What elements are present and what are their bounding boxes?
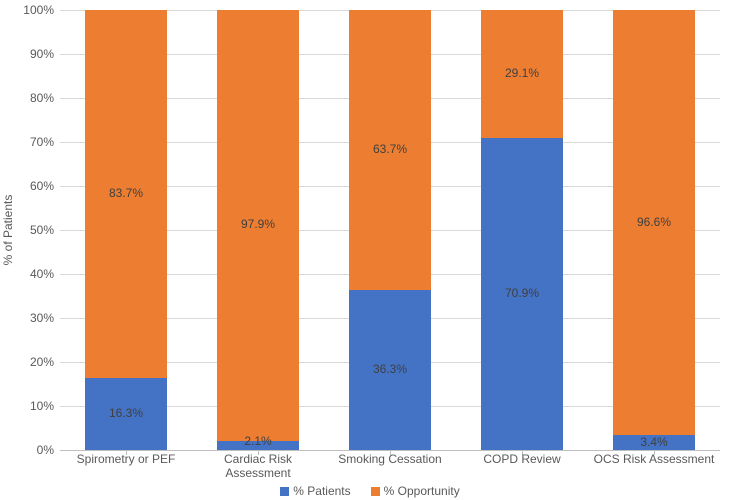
y-tick-label: 70% (14, 135, 54, 149)
bar-group: 70.9% 29.1% (481, 10, 563, 450)
bar-group: 36.3% 63.7% (349, 10, 431, 450)
legend-item: % Opportunity (371, 484, 460, 498)
y-tick-label: 0% (14, 443, 54, 457)
x-tick-label: Spirometry or PEF (60, 452, 192, 466)
legend-item: % Patients (280, 484, 350, 498)
plot-surface: 16.3% 83.7% 2.1% 97.9% 36.3% 63.7% 70.9% 29.1% 3… (60, 10, 720, 451)
y-tick-label: 80% (14, 91, 54, 105)
y-tick-label: 30% (14, 311, 54, 325)
y-tick-label: 50% (14, 223, 54, 237)
bar-value-label-opportunity: 29.1% (481, 66, 563, 80)
chart-plot-area: 16.3% 83.7% 2.1% 97.9% 36.3% 63.7% 70.9% 29.1% 3… (60, 10, 720, 450)
bar-value-label-patients: 70.9% (481, 286, 563, 300)
bar-value-label-opportunity: 63.7% (349, 142, 431, 156)
x-tick-label: OCS Risk Assessment (588, 452, 720, 466)
y-tick-label: 10% (14, 399, 54, 413)
bar-group: 2.1% 97.9% (217, 10, 299, 450)
legend-swatch (371, 487, 380, 496)
legend: % Patients % Opportunity (0, 484, 740, 498)
y-axis-title: % of Patients (1, 195, 15, 266)
legend-swatch (280, 487, 289, 496)
bar-value-label-opportunity: 97.9% (217, 217, 299, 231)
bar-value-label-opportunity: 83.7% (85, 186, 167, 200)
y-tick-label: 40% (14, 267, 54, 281)
bar-group: 3.4% 96.6% (613, 10, 695, 450)
bar-value-label-opportunity: 96.6% (613, 215, 695, 229)
y-tick-label: 90% (14, 47, 54, 61)
bar-value-label-patients: 36.3% (349, 362, 431, 376)
y-tick-label: 60% (14, 179, 54, 193)
x-tick-label: Cardiac RiskAssessment (192, 452, 324, 481)
legend-label: % Patients (293, 484, 350, 498)
x-tick-label: Smoking Cessation (324, 452, 456, 466)
x-tick-label: COPD Review (456, 452, 588, 466)
legend-label: % Opportunity (384, 484, 460, 498)
bar-value-label-patients: 2.1% (217, 434, 299, 448)
bar-group: 16.3% 83.7% (85, 10, 167, 450)
bar-value-label-patients: 3.4% (613, 435, 695, 449)
y-tick-label: 100% (14, 3, 54, 17)
bar-value-label-patients: 16.3% (85, 406, 167, 420)
y-tick-label: 20% (14, 355, 54, 369)
